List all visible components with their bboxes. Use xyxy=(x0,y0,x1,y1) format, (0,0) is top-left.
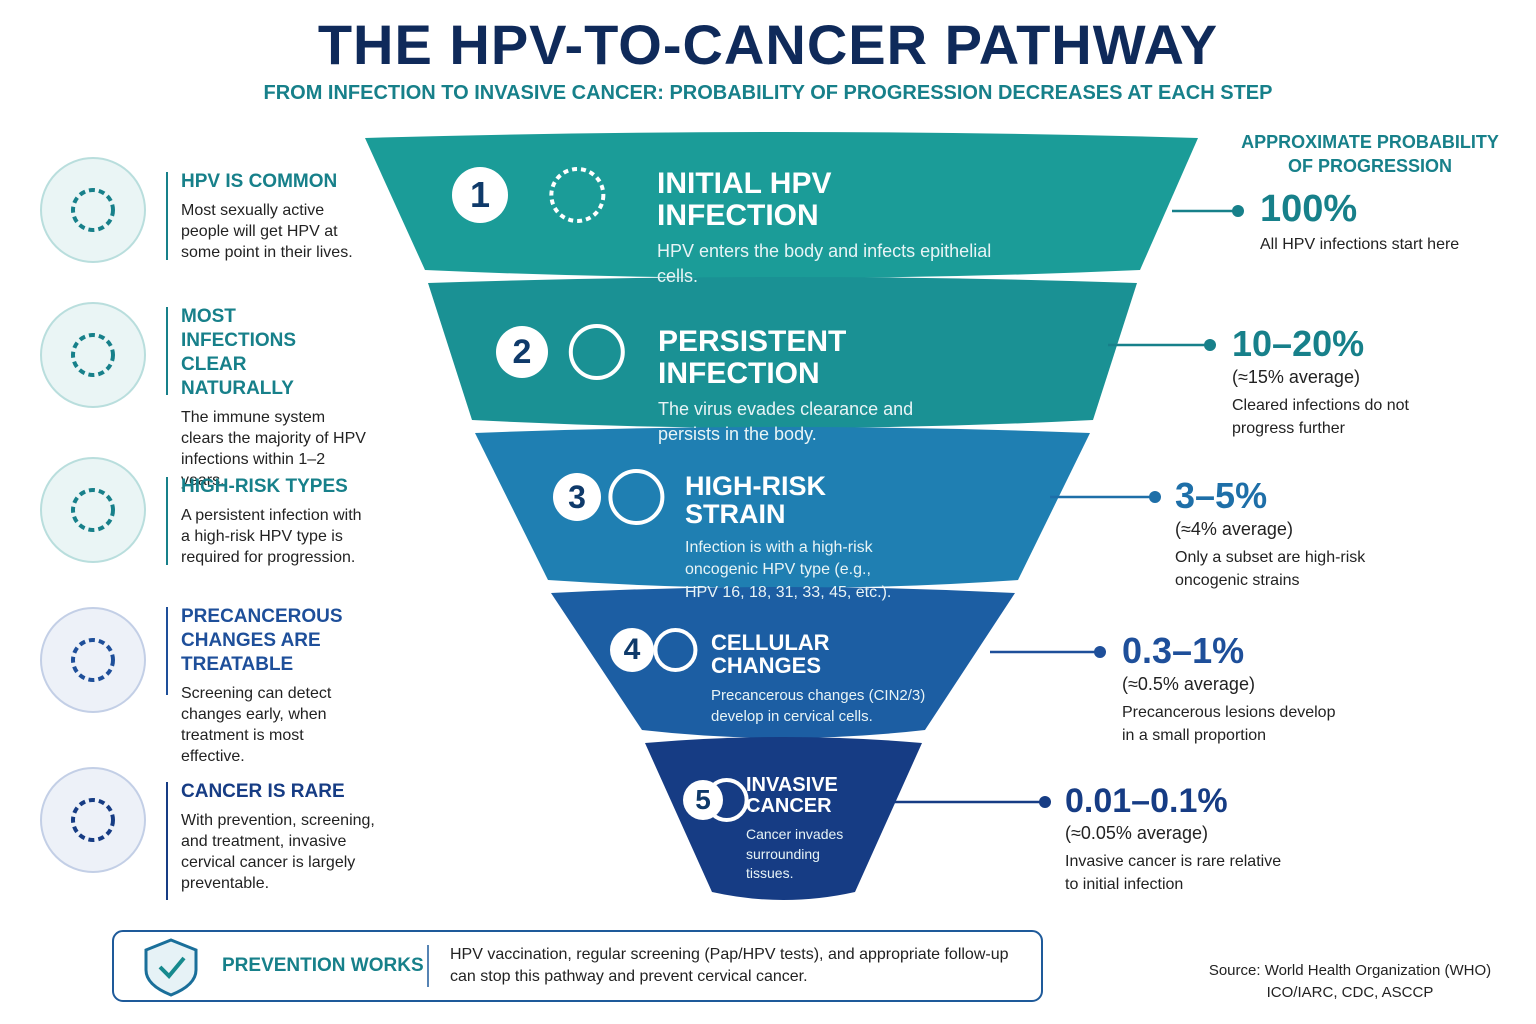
stage-number-circle xyxy=(553,473,601,521)
probability-note: Invasive cancer is rare relative to init… xyxy=(1065,852,1282,893)
probability-value: 0.01–0.1% xyxy=(1065,781,1228,820)
connector-dot xyxy=(1094,646,1106,658)
probability-value: 3–5% xyxy=(1175,475,1268,517)
probability-average: (≈15% average) xyxy=(1232,367,1360,388)
stage-icon xyxy=(704,778,749,822)
prevention-text: HPV vaccination, regular screening (Pap/… xyxy=(450,946,1009,985)
stage-number: 3 xyxy=(568,479,586,515)
probability-average: (≈0.5% average) xyxy=(1122,674,1255,695)
shield-icon xyxy=(144,938,198,997)
probability-average: (≈0.05% average) xyxy=(1065,822,1208,843)
note-icon-glyph xyxy=(71,638,115,682)
stage-number: 4 xyxy=(623,633,641,666)
stage-number-circle xyxy=(683,780,723,820)
note-heading: PRECANCEROUS CHANGES ARE TREATABLE xyxy=(181,606,343,675)
stage-icon xyxy=(653,628,698,672)
note-icon-glyph xyxy=(71,488,115,532)
probability-heading: APPROXIMATE PROBABILITY OF PROGRESSION xyxy=(1241,132,1499,176)
note-heading: HIGH-RISK TYPES xyxy=(181,476,348,497)
prevention-title: PREVENTION WORKS xyxy=(222,955,424,976)
probability-note: Only a subset are high-risk oncogenic st… xyxy=(1175,549,1366,590)
stage-icon xyxy=(608,469,665,525)
footer-box xyxy=(112,930,1043,1002)
note-text: The immune system clears the majority of… xyxy=(181,409,366,489)
stage-title: PERSISTENT INFECTION xyxy=(658,325,847,390)
probability-note: Precancerous lesions develop in a small … xyxy=(1122,704,1336,745)
connector-dot xyxy=(1204,339,1216,351)
connector-dot xyxy=(1232,205,1244,217)
note-heading: HPV IS COMMON xyxy=(181,171,338,192)
note-icon-glyph xyxy=(71,798,115,842)
connector-dot xyxy=(1149,491,1161,503)
stage-text: Precancerous changes (CIN2/3) develop in… xyxy=(711,687,926,725)
stage-number-circle xyxy=(610,628,654,672)
funnel-band xyxy=(475,427,1090,588)
stage-title: CELLULAR CHANGES xyxy=(711,630,830,679)
stage-icon xyxy=(568,324,625,380)
funnel-band xyxy=(551,587,1015,738)
note-text: Most sexually active people will get HPV… xyxy=(181,202,353,261)
note-icon-circle xyxy=(40,302,146,408)
note-icon-glyph xyxy=(71,188,115,232)
stage-text: The virus evades clearance and persists … xyxy=(658,399,914,445)
probability-value: 0.3–1% xyxy=(1122,630,1245,672)
check-icon xyxy=(158,956,186,979)
note-heading: CANCER IS RARE xyxy=(181,781,345,802)
stage-number-circle xyxy=(452,167,508,223)
icons xyxy=(40,157,1244,900)
funnel-band xyxy=(428,277,1137,428)
stage-text: Cancer invades surrounding tissues. xyxy=(746,826,844,882)
note-text: Screening can detect changes early, when… xyxy=(181,685,332,765)
stage-text: Infection is with a high-risk oncogenic … xyxy=(685,539,892,601)
note-text: With prevention, screening, and treatmen… xyxy=(181,812,375,892)
stage-number-circle xyxy=(496,326,548,378)
note-icon-circle xyxy=(40,767,146,873)
subtitle: FROM INFECTION TO INVASIVE CANCER: PROBA… xyxy=(263,82,1273,104)
stage-title: HIGH-RISK STRAIN xyxy=(685,471,826,530)
funnel-band xyxy=(645,737,922,900)
probability-average: (≈4% average) xyxy=(1175,519,1293,540)
stage-number: 5 xyxy=(695,784,711,815)
probability-note: Cleared infections do not progress furth… xyxy=(1232,397,1409,438)
source: Source: World Health Organization (WHO) … xyxy=(1208,962,1492,1001)
probability-note: All HPV infections start here xyxy=(1260,236,1460,254)
stage-number: 1 xyxy=(469,174,491,215)
title: THE HPV-TO-CANCER PATHWAY xyxy=(317,13,1219,76)
stage-text: HPV enters the body and infects epitheli… xyxy=(657,241,992,287)
probability-value: 10–20% xyxy=(1232,323,1365,365)
note-text: A persistent infection with a high-risk … xyxy=(181,507,362,566)
stage-icon xyxy=(549,167,606,223)
note-icon-circle xyxy=(40,607,146,713)
connector-dot xyxy=(1039,796,1051,808)
note-heading: MOST INFECTIONS CLEAR NATURALLY xyxy=(181,306,297,399)
stage-title: INITIAL HPV INFECTION xyxy=(657,167,832,232)
note-icon-circle xyxy=(40,457,146,563)
note-icon-glyph xyxy=(71,333,115,377)
stage-number: 2 xyxy=(512,333,532,371)
note-icon-circle xyxy=(40,157,146,263)
stage-title: INVASIVE CANCER xyxy=(746,774,838,817)
probability-value: 100% xyxy=(1260,188,1358,231)
